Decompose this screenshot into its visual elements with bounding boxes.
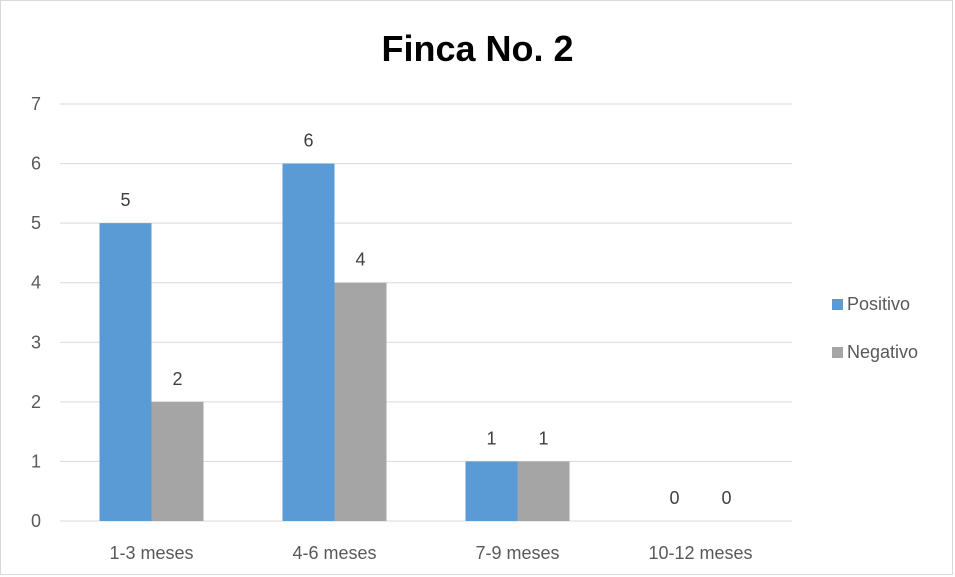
y-tick-label: 5	[31, 213, 41, 233]
y-tick-label: 0	[31, 511, 41, 531]
x-tick-label: 7-9 meses	[475, 543, 559, 563]
chart-legend: Positivo Negativo	[832, 293, 918, 389]
y-tick-label: 1	[31, 451, 41, 471]
bar-positivo-2	[465, 461, 518, 521]
data-label-negativo-1: 4	[355, 250, 365, 270]
bar-negativo-0	[151, 401, 204, 521]
y-tick-label: 7	[31, 94, 41, 114]
legend-label-negativo: Negativo	[847, 341, 919, 362]
legend-swatch-negativo	[832, 346, 843, 358]
bar-positivo-0	[99, 223, 152, 521]
data-label-positivo-2: 1	[486, 428, 496, 448]
data-label-positivo-1: 6	[303, 131, 313, 151]
x-tick-label: 1-3 meses	[109, 543, 193, 563]
chart-title: Finca No. 2	[381, 28, 574, 69]
y-tick-label: 3	[31, 332, 41, 352]
y-tick-label: 2	[31, 392, 41, 412]
data-label-negativo-3: 0	[721, 488, 731, 508]
legend-label-positivo: Positivo	[847, 293, 911, 314]
data-label-negativo-0: 2	[172, 369, 182, 389]
legend-swatch-positivo	[832, 298, 843, 310]
data-label-positivo-3: 0	[669, 488, 679, 508]
x-tick-label: 10-12 meses	[648, 543, 752, 563]
y-tick-label: 6	[31, 154, 41, 174]
data-label-negativo-2: 1	[538, 428, 548, 448]
legend-item-positivo: Positivo	[832, 293, 918, 315]
bar-positivo-1	[282, 163, 335, 522]
data-label-positivo-0: 5	[120, 190, 130, 210]
x-tick-label: 4-6 meses	[292, 543, 376, 563]
y-tick-label: 4	[31, 273, 41, 293]
legend-item-negativo: Negativo	[832, 341, 918, 363]
bar-negativo-1	[334, 282, 387, 521]
bar-negativo-2	[517, 461, 570, 521]
